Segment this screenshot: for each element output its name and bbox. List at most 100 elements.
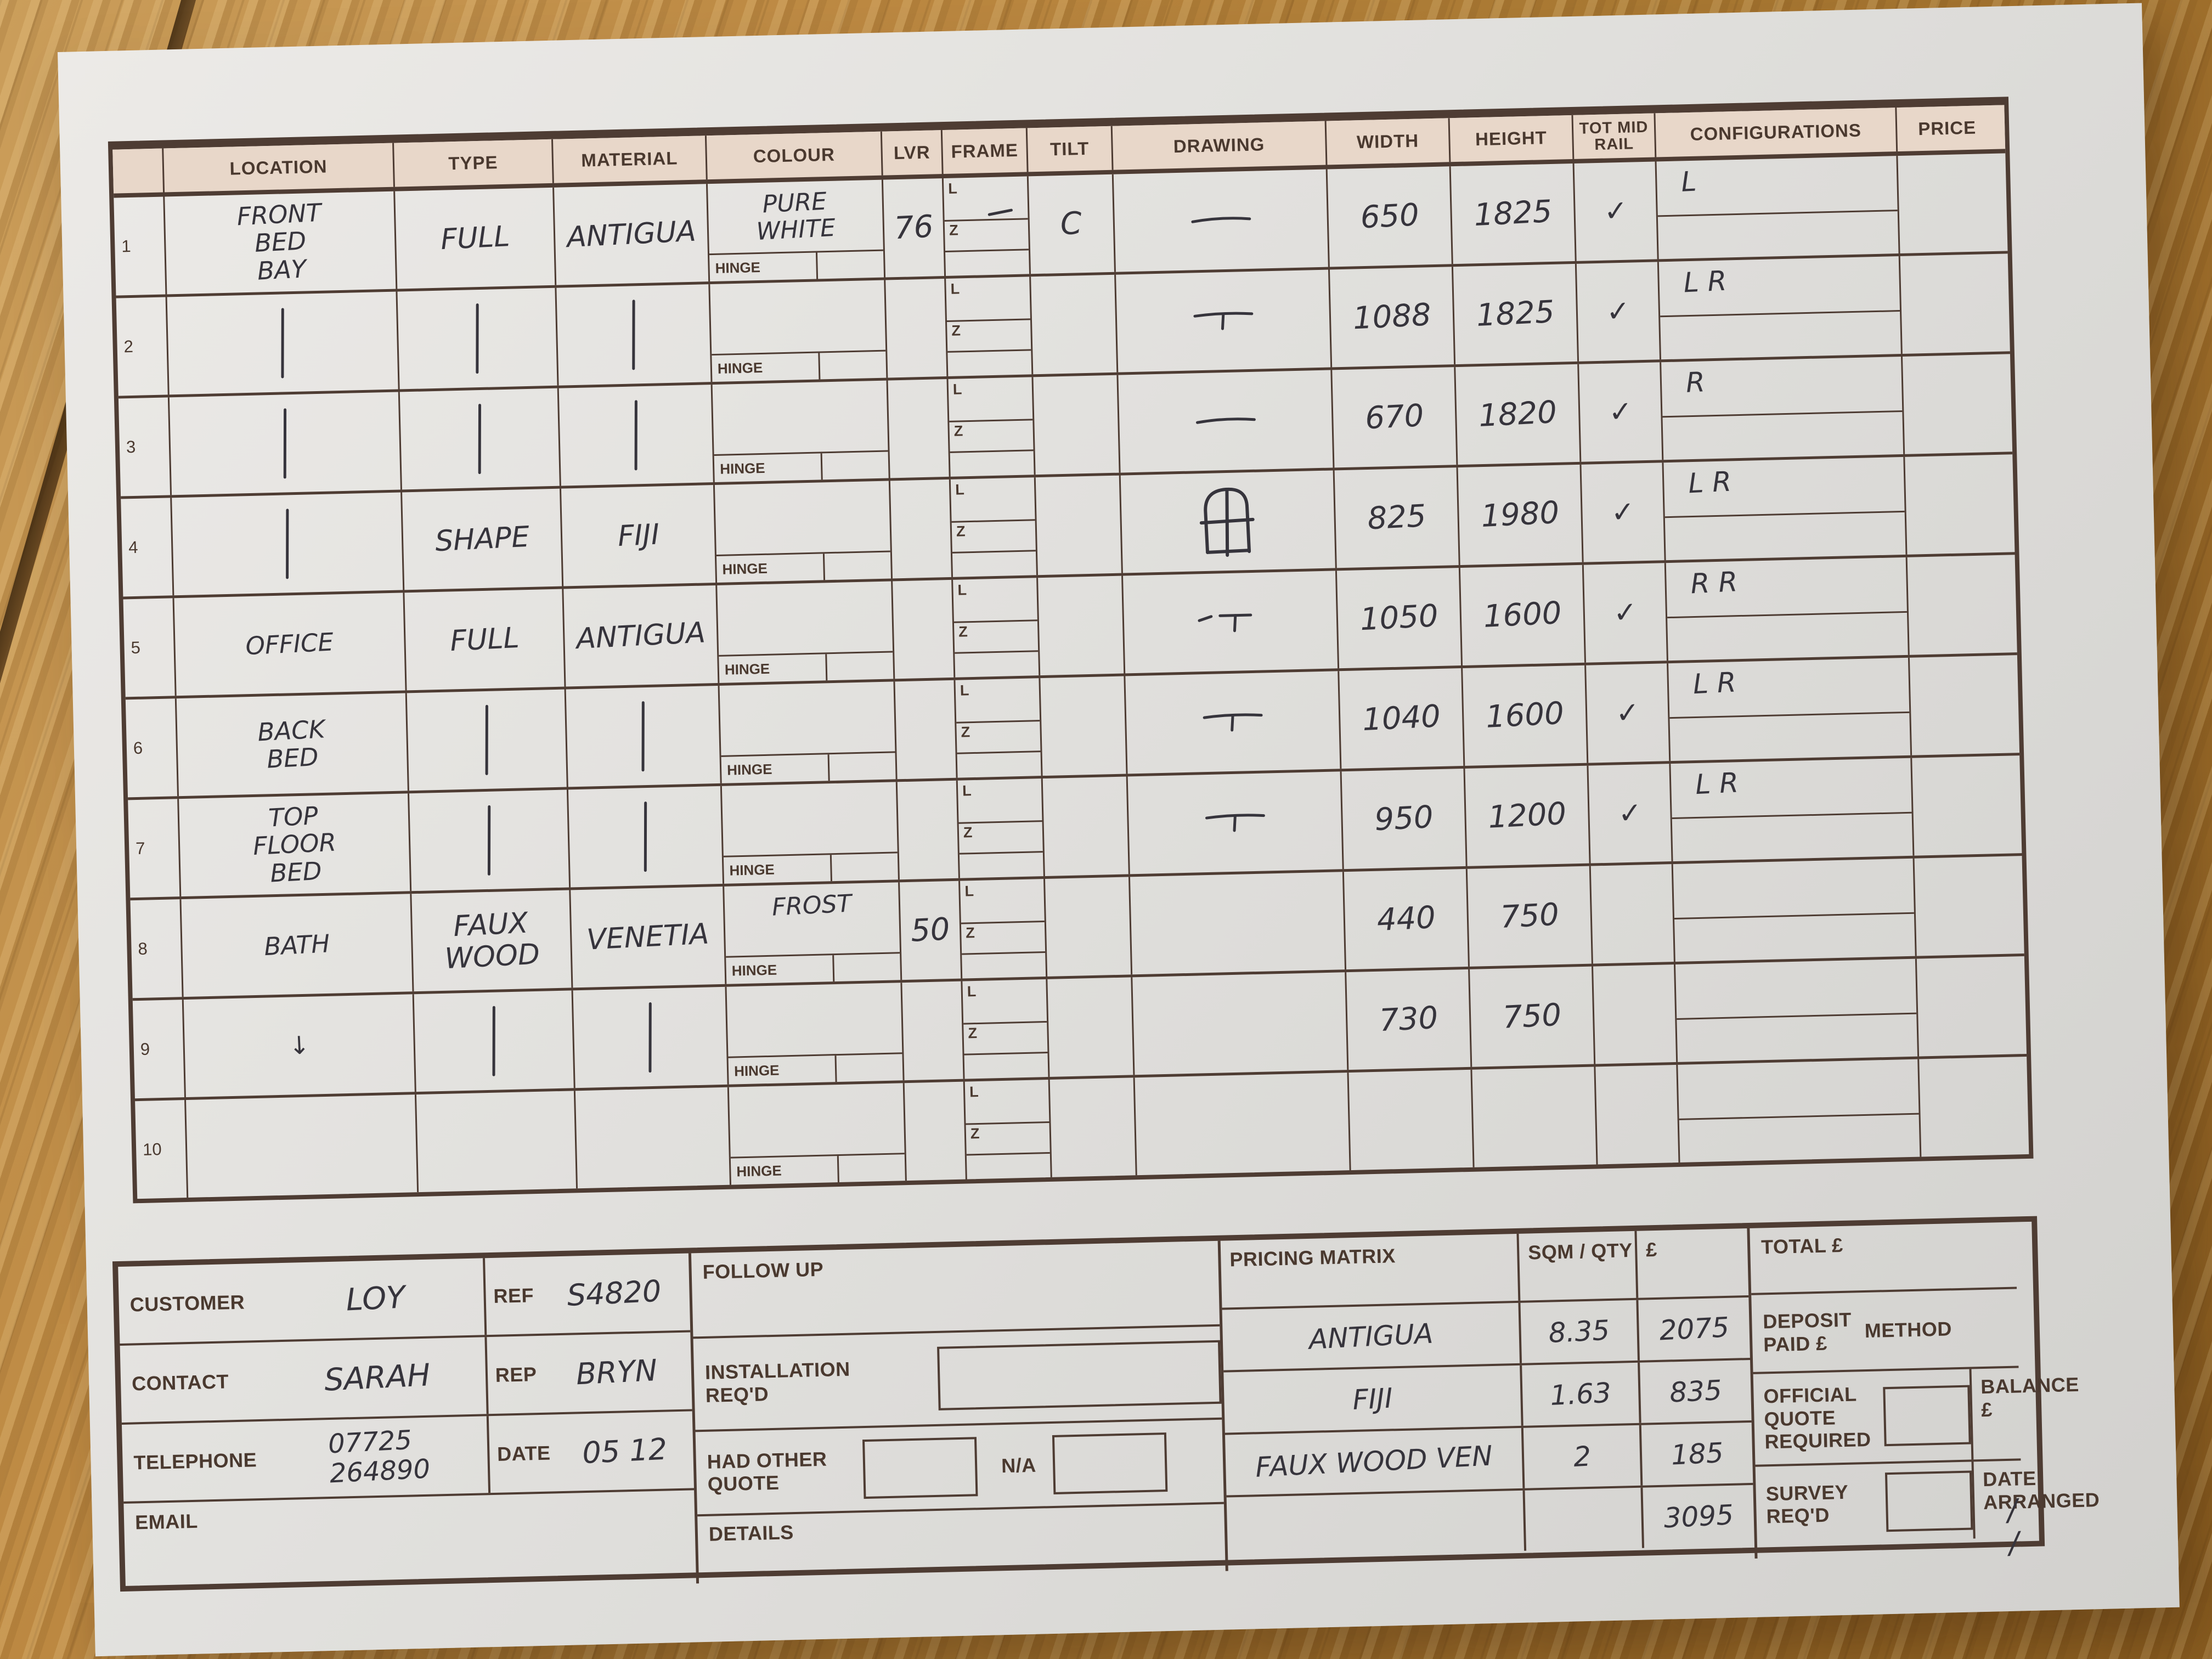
- configurations-cell: R: [1660, 356, 1904, 460]
- location-value: FRONT BED BAY: [236, 198, 322, 286]
- location-cell: ↓: [182, 994, 415, 1098]
- frame-z-box: Z: [951, 519, 1036, 554]
- frame-z-box: Z: [958, 820, 1043, 855]
- row-number: 10: [142, 1139, 162, 1159]
- pricing-qty-cell: 1.63: [1520, 1362, 1639, 1426]
- customer-row-label: CONTACT: [131, 1370, 229, 1395]
- column-header-tilt: TILT: [1025, 126, 1112, 172]
- frame-cell: L Z: [963, 1079, 1051, 1180]
- row-number-cell: 5: [123, 598, 175, 697]
- height-value: 1600: [1485, 695, 1565, 735]
- drawing-cell: [1119, 470, 1335, 573]
- hinge-label: HINGE: [717, 359, 763, 377]
- frame-z-label: Z: [965, 924, 975, 941]
- ditto-mark: [409, 790, 569, 891]
- hinge-label: HINGE: [729, 861, 775, 879]
- configurations-cell: [1676, 1059, 1920, 1163]
- frame-l-box: L: [962, 979, 1047, 1025]
- location-cell: [184, 1094, 417, 1198]
- material-cell: [557, 385, 713, 486]
- price-cell: [1917, 1057, 2022, 1157]
- frame-l-box: L: [964, 1079, 1049, 1125]
- frame-l-label: L: [967, 983, 977, 1000]
- hinge-label: HINGE: [736, 1161, 782, 1180]
- config-divider-line: [1677, 1012, 1917, 1020]
- width-value: 950: [1373, 799, 1434, 838]
- hinge-box: [834, 1054, 903, 1082]
- frame-l-label: L: [950, 280, 960, 297]
- colour-cell: HINGE: [718, 681, 896, 783]
- date-arranged-cell: DATE ARRANGED / /: [1971, 1459, 2101, 1561]
- details-row: DETAILS: [697, 1502, 1226, 1584]
- installation-label: INSTALLATION REQ'D: [704, 1357, 851, 1407]
- ditto-mark: [566, 686, 720, 787]
- material-cell: ANTIGUA: [562, 585, 718, 687]
- balance-label: BALANCE £: [1980, 1373, 2080, 1421]
- customer-row-value: LOY: [345, 1279, 406, 1318]
- frame-z-label: Z: [963, 824, 973, 841]
- summary-section: CUSTOMER LOY REF S4820 CONTACT SARAH REP…: [112, 1216, 2101, 1592]
- width-cell: 670: [1330, 367, 1457, 468]
- row-number-cell: 1: [114, 197, 165, 296]
- method-label: METHOD: [1864, 1317, 1953, 1342]
- row-number: 8: [138, 939, 148, 958]
- material-cell: [564, 685, 720, 787]
- hinge-subrow: HINGE: [709, 249, 884, 282]
- column-header-width: WIDTH: [1324, 118, 1449, 165]
- had-other-quote-label: HAD OTHER QUOTE: [707, 1447, 827, 1496]
- type-cell: [398, 388, 560, 490]
- mid-rail-check: ✓: [1605, 294, 1631, 329]
- na-box: [1052, 1432, 1167, 1494]
- price-cell: [1910, 755, 2015, 856]
- drawing-cell: [1133, 1073, 1350, 1176]
- location-cell: BACK BED: [174, 693, 408, 797]
- height-value: 1600: [1482, 595, 1562, 635]
- drawing-cell: [1124, 671, 1340, 774]
- lvr-cell: 76: [881, 178, 945, 278]
- width-value: 1088: [1352, 296, 1432, 336]
- price-cell: [1905, 555, 2010, 655]
- customer-row: CUSTOMER LOY REF S4820: [118, 1253, 691, 1344]
- type-value: FULL: [439, 219, 511, 257]
- tilt-cell: [1041, 776, 1128, 877]
- row-number-cell: 10: [135, 1100, 187, 1199]
- frame-cell: L Z: [958, 879, 1046, 979]
- location-value: OFFICE: [245, 627, 335, 661]
- pricing-name-cell: [1227, 1491, 1524, 1558]
- drawing-cell: [1128, 872, 1345, 975]
- deposit-paid-label: DEPOSIT PAID £: [1762, 1308, 1852, 1356]
- pricing-price-cell: 2075: [1636, 1297, 1750, 1361]
- drawing-cell: [1126, 771, 1342, 874]
- height-cell: 750: [1465, 866, 1592, 967]
- pricing-row: FIJI 1.63 835: [1223, 1359, 1752, 1435]
- ditto-mark: [167, 292, 398, 395]
- pricing-qty: 8.35: [1548, 1314, 1611, 1350]
- width-value: 825: [1366, 498, 1427, 537]
- customer-row-main: TELEPHONE 07725 264890: [122, 1416, 488, 1502]
- date-arranged-value: / /: [2006, 1492, 2020, 1561]
- customer-row-sub-value: 05 12: [581, 1431, 668, 1470]
- row-number-column-header: [112, 149, 163, 194]
- lvr-cell: [886, 379, 949, 478]
- type-cell: SHAPE: [400, 488, 562, 590]
- pricing-price-cell: 835: [1638, 1359, 1752, 1423]
- pricing-name: FAUX WOOD VEN: [1254, 1440, 1493, 1483]
- tilt-value: C: [1059, 205, 1083, 242]
- column-header-frame: FRAME: [940, 128, 1027, 174]
- frame-z-label: Z: [961, 724, 970, 741]
- config-value: LR: [1683, 264, 1736, 299]
- installation-row: INSTALLATION REQ'D: [693, 1324, 1222, 1430]
- pricing-row: 3095: [1227, 1485, 1754, 1558]
- survey-form-paper: LOCATION TYPE MATERIAL COLOUR LVR FRAME …: [58, 3, 2180, 1657]
- location-cell: TOP FLOOR BED: [177, 793, 410, 897]
- ditto-mark: [172, 492, 403, 595]
- row-number: 6: [133, 738, 143, 758]
- customer-row-value: 07725 264890: [327, 1425, 431, 1489]
- customer-row-main: EMAIL: [123, 1495, 490, 1581]
- customer-row-value: SARAH: [323, 1357, 431, 1398]
- type-cell: FULL: [403, 589, 565, 691]
- mid-rail-cell: [1589, 864, 1674, 964]
- price-cell: [1908, 655, 2012, 755]
- follow-up-row: FOLLOW UP: [691, 1241, 1220, 1337]
- lvr-value: 76: [893, 208, 934, 246]
